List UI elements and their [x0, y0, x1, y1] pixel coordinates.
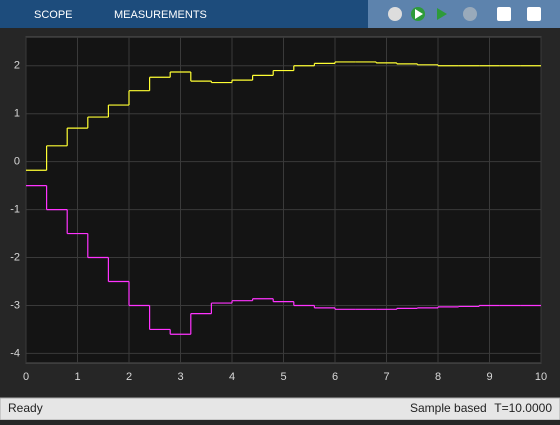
y-tick-label: 2 [14, 60, 20, 72]
toolbar-buttons [388, 7, 541, 21]
sim-time: T=10.0000 [494, 401, 552, 415]
x-tick-label: 7 [383, 371, 389, 383]
stop-button[interactable] [463, 7, 477, 21]
y-tick-label: -1 [10, 203, 20, 215]
x-tick-label: 5 [280, 371, 286, 383]
sample-mode: Sample based [410, 401, 487, 415]
plot: -4 -3 -2 -1 0 1 2 0 1 2 3 4 5 6 7 8 9 10 [10, 37, 547, 383]
undock-button[interactable] [527, 7, 541, 21]
y-tick-label: -2 [10, 251, 20, 263]
step-back-button[interactable] [388, 7, 402, 21]
x-tick-label: 10 [535, 371, 547, 383]
x-tick-label: 4 [229, 371, 235, 383]
tab-scope[interactable]: SCOPE [34, 9, 73, 21]
x-tick-label: 9 [486, 371, 492, 383]
run-icon [415, 9, 423, 19]
x-tick-label: 3 [177, 371, 183, 383]
tab-measurements[interactable]: MEASUREMENTS [114, 9, 207, 21]
y-tick-label: 0 [14, 156, 20, 168]
status-text: Ready [8, 401, 43, 415]
x-tick-label: 8 [435, 371, 441, 383]
x-tick-label: 2 [126, 371, 132, 383]
help-button[interactable] [497, 7, 511, 21]
y-tick-label: 1 [14, 108, 20, 120]
y-tick-label: -3 [10, 299, 20, 311]
y-tick-label: -4 [10, 347, 20, 359]
step-forward-button[interactable] [437, 8, 447, 20]
x-tick-label: 0 [23, 371, 29, 383]
x-tick-label: 1 [74, 371, 80, 383]
x-tick-label: 6 [332, 371, 338, 383]
